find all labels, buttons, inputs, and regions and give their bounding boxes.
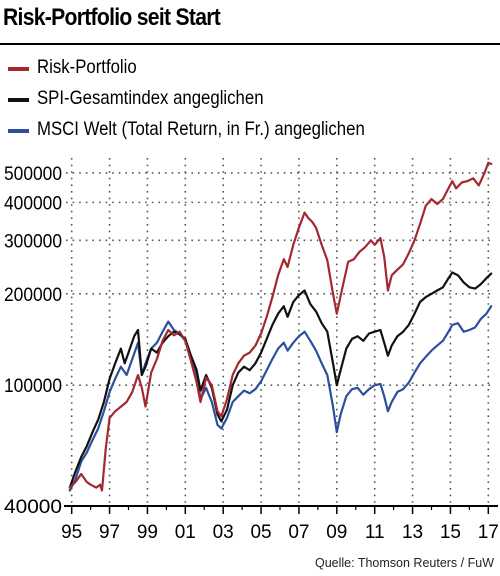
x-tick-label: 99: [137, 522, 158, 543]
y-tick-label: 300000: [4, 231, 62, 252]
x-tick-label: 13: [402, 522, 423, 543]
axes: 95 97 99 01 03 05 07 09 11 13 15 17 40000 100000 20000…: [4, 164, 499, 543]
legend-label-risk-portfolio: Risk-Portfolio: [37, 56, 137, 78]
y-tick-label: 400000: [4, 193, 62, 214]
legend-label-spi: SPI-Gesamtindex angeglichen: [37, 87, 264, 109]
x-tick-label: 95: [61, 522, 82, 543]
legend-swatch-risk-portfolio: [8, 67, 29, 71]
y-tick-label: 500000: [4, 164, 62, 185]
legend-label-msci: MSCI Welt (Total Return, in Fr.) angegli…: [37, 118, 365, 140]
x-tick-label: 07: [288, 522, 309, 543]
source-note: Quelle: Thomson Reuters / FuW: [314, 556, 494, 570]
title-divider: [0, 43, 500, 45]
y-tick-label: 40000: [4, 497, 62, 518]
legend-swatch-spi: [8, 98, 29, 102]
x-tick-label: 17: [478, 522, 499, 543]
chart-title: Risk-Portfolio seit Start: [3, 4, 221, 31]
x-tick-label: 97: [99, 522, 120, 543]
y-tick-label: 200000: [4, 285, 62, 306]
x-tick-label: 03: [213, 522, 234, 543]
grid-lines: [66, 158, 494, 506]
legend-swatch-msci: [8, 129, 29, 133]
line-chart: 95 97 99 01 03 05 07 09 11 13 15 17 40000 100000 20000…: [4, 158, 499, 543]
x-tick-label: 15: [440, 522, 461, 543]
series-lines: [68, 161, 493, 492]
x-tick-label: 09: [326, 522, 347, 543]
x-tick-label: 05: [250, 522, 271, 543]
series-line-spi: [68, 271, 493, 489]
series-line-risk-portfolio: [68, 161, 493, 492]
x-tick-label: 01: [175, 522, 196, 543]
series-line-msci: [68, 305, 493, 492]
y-tick-label: 100000: [4, 376, 62, 397]
x-tick-label: 11: [365, 522, 385, 543]
